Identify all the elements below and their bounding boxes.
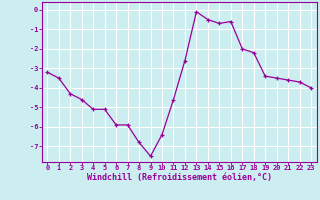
X-axis label: Windchill (Refroidissement éolien,°C): Windchill (Refroidissement éolien,°C) (87, 173, 272, 182)
